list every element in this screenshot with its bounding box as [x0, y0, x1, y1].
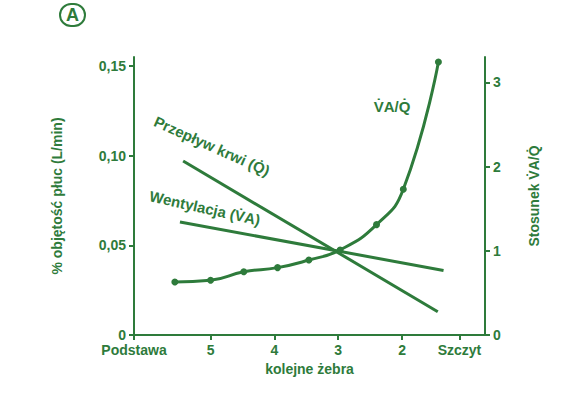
svg-text:4: 4 [271, 342, 279, 358]
svg-text:1: 1 [493, 243, 501, 259]
svg-text:0: 0 [118, 327, 126, 343]
svg-text:Szczyt: Szczyt [438, 342, 482, 358]
svg-text:3: 3 [493, 74, 501, 90]
svg-text:0,10: 0,10 [99, 148, 126, 164]
svg-text:0: 0 [493, 327, 501, 343]
svg-text:3: 3 [334, 342, 342, 358]
svg-text:2: 2 [493, 159, 501, 175]
svg-text:V̇A/Q̇: V̇A/Q̇ [374, 98, 411, 115]
svg-text:0,05: 0,05 [99, 237, 126, 253]
svg-text:% objętość płuc (L/min): % objętość płuc (L/min) [49, 117, 65, 274]
svg-text:Stosunek V̇A/Q̇: Stosunek V̇A/Q̇ [526, 145, 542, 246]
svg-text:0,15: 0,15 [99, 58, 126, 74]
svg-text:Wentylacja (V̇A): Wentylacja (V̇A) [148, 187, 262, 228]
svg-text:Przepływ krwi (Q̇): Przepływ krwi (Q̇) [151, 113, 272, 180]
svg-text:A: A [66, 5, 79, 25]
svg-text:Podstawa: Podstawa [101, 342, 167, 358]
svg-text:5: 5 [207, 342, 215, 358]
svg-text:kolejne żebra: kolejne żebra [265, 361, 354, 377]
svg-text:2: 2 [398, 342, 406, 358]
